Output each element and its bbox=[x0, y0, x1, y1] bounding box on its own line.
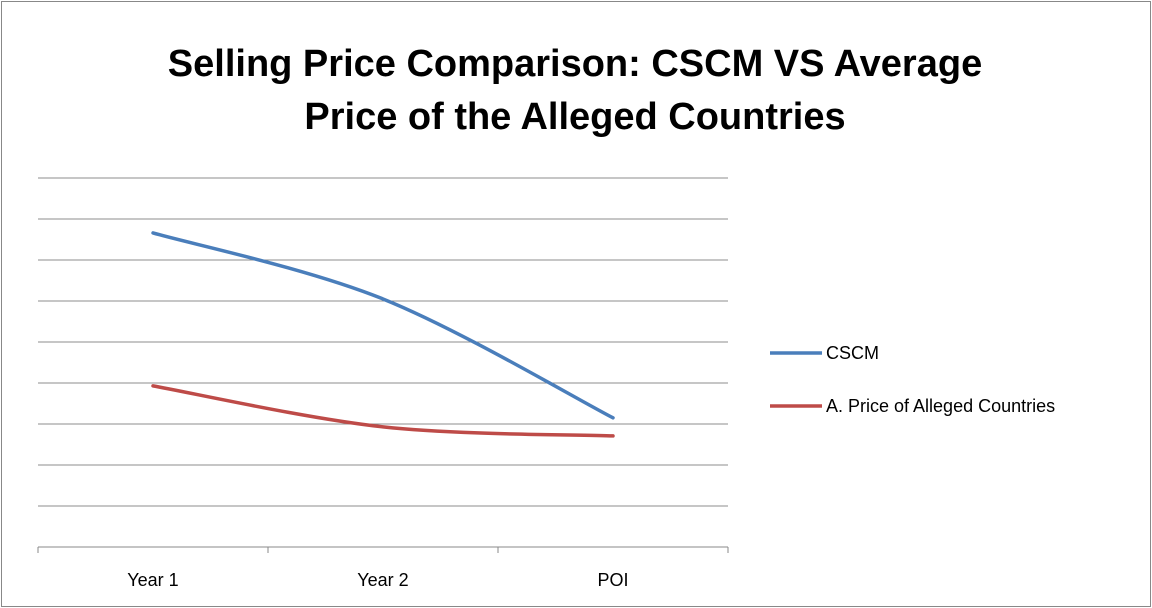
legend-label: CSCM bbox=[826, 343, 879, 363]
x-tick-label: POI bbox=[597, 570, 628, 590]
line-series bbox=[151, 231, 615, 420]
x-tick-label: Year 1 bbox=[127, 570, 178, 590]
x-tick-label: Year 2 bbox=[357, 570, 408, 590]
legend-label: A. Price of Alleged Countries bbox=[826, 396, 1055, 416]
chart-title: Selling Price Comparison: CSCM VS Averag… bbox=[167, 43, 983, 138]
line-series bbox=[151, 384, 615, 438]
